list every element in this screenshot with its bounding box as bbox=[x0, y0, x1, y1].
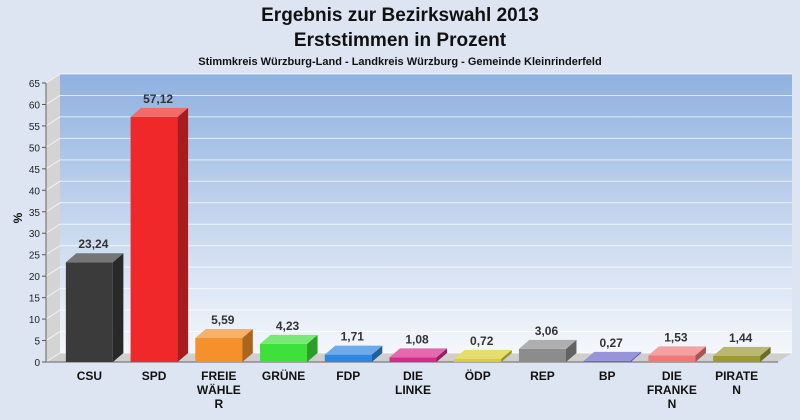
bar bbox=[195, 338, 243, 362]
gridline bbox=[45, 116, 792, 127]
gridline bbox=[45, 331, 792, 341]
y-tick-label: 40 bbox=[29, 186, 41, 197]
gridline bbox=[45, 73, 792, 84]
bar-top bbox=[518, 339, 577, 349]
bar-top bbox=[713, 346, 771, 356]
bar bbox=[65, 262, 113, 362]
data-label: 3,06 bbox=[535, 324, 559, 338]
bar-top bbox=[130, 107, 189, 117]
bar bbox=[260, 343, 308, 362]
data-label: 0,72 bbox=[470, 334, 494, 348]
gridline bbox=[45, 202, 792, 213]
y-tick-label: 45 bbox=[29, 165, 41, 176]
bar-top bbox=[583, 351, 642, 361]
gridline bbox=[45, 137, 792, 148]
bar-side bbox=[371, 345, 383, 362]
chart-title: Ergebnis zur Bezirkswahl 2013 bbox=[261, 5, 539, 26]
x-tick-label: WÄHLE bbox=[197, 382, 241, 397]
bar-top bbox=[648, 346, 706, 356]
x-tick-label: R bbox=[214, 397, 223, 411]
bar-side bbox=[177, 107, 189, 362]
side-wall bbox=[46, 74, 60, 362]
bar-top bbox=[454, 349, 512, 359]
bar bbox=[518, 348, 566, 362]
bar bbox=[389, 357, 437, 362]
bar-top bbox=[260, 334, 318, 344]
gridline bbox=[45, 309, 792, 320]
y-tick-label: 65 bbox=[29, 79, 41, 90]
gridline bbox=[45, 245, 792, 256]
gridline bbox=[45, 159, 792, 170]
y-tick-label: 0 bbox=[34, 358, 40, 369]
gridline bbox=[45, 288, 792, 299]
x-tick-label: BP bbox=[599, 369, 616, 383]
y-tick-label: 5 bbox=[34, 337, 40, 348]
x-tick-label: SPD bbox=[142, 369, 167, 383]
bar-side bbox=[112, 253, 124, 362]
bar-side bbox=[695, 346, 706, 362]
bar-top bbox=[389, 348, 447, 358]
bar-side bbox=[760, 346, 771, 362]
bar-top bbox=[195, 329, 253, 339]
bar-top bbox=[65, 253, 124, 263]
x-tick-label: PIRATE bbox=[715, 369, 758, 383]
chart-subtitle: Stimmkreis Würzburg-Land - Landkreis Wür… bbox=[198, 56, 601, 68]
x-tick-label: CSU bbox=[77, 369, 102, 383]
gridline bbox=[45, 223, 792, 234]
y-tick-label: 30 bbox=[29, 229, 41, 240]
x-tick-label: N bbox=[732, 383, 741, 397]
data-label: 1,53 bbox=[664, 330, 688, 344]
y-tick-label: 15 bbox=[29, 294, 41, 305]
bar bbox=[648, 355, 696, 362]
x-tick-label: DIE bbox=[403, 369, 423, 383]
x-tick-label: FRANKE bbox=[647, 383, 697, 397]
bar-side bbox=[436, 348, 447, 362]
y-tick-label: 55 bbox=[29, 122, 41, 133]
data-label: 4,23 bbox=[276, 319, 300, 333]
y-axis-label: % bbox=[11, 212, 25, 223]
bar bbox=[454, 358, 502, 362]
y-tick-label: 35 bbox=[29, 208, 41, 219]
bar-side bbox=[307, 334, 318, 362]
y-tick-label: 50 bbox=[29, 143, 41, 154]
bar-side bbox=[630, 351, 642, 362]
x-tick-label: FDP bbox=[336, 369, 360, 383]
chart-title-line2: Erststimmen in Prozent bbox=[294, 30, 507, 51]
x-tick-label: FREIE bbox=[201, 369, 236, 383]
x-tick-label: REP bbox=[530, 369, 555, 383]
gridline bbox=[45, 94, 792, 105]
bar-top bbox=[324, 345, 383, 355]
gridline bbox=[45, 180, 792, 191]
bar-side bbox=[242, 329, 253, 362]
data-label: 57,12 bbox=[143, 92, 173, 106]
data-label: 5,59 bbox=[211, 313, 235, 327]
data-label: 1,08 bbox=[405, 332, 429, 346]
x-tick-label: GRÜNE bbox=[262, 368, 305, 383]
bar-side bbox=[565, 339, 577, 362]
bar bbox=[583, 360, 631, 362]
plot-area: 0 5 10 15 20 25 30 35 40 45 50 55 60 65 23,24 CSU 57,12 S… bbox=[29, 73, 792, 411]
y-tick-label: 25 bbox=[29, 251, 41, 262]
bar-side bbox=[501, 349, 512, 362]
y-tick-label: 60 bbox=[29, 100, 41, 111]
y-tick-label: 10 bbox=[29, 315, 41, 326]
data-label: 1,71 bbox=[341, 330, 365, 344]
bar bbox=[324, 354, 372, 362]
x-tick-label: ÖDP bbox=[465, 368, 491, 383]
gridline bbox=[45, 266, 792, 277]
x-tick-label: LINKE bbox=[395, 383, 431, 397]
data-label: 23,24 bbox=[78, 237, 108, 251]
bar bbox=[130, 116, 178, 362]
data-label: 1,44 bbox=[729, 331, 753, 345]
x-tick-label: DIE bbox=[662, 369, 682, 383]
x-tick-label: N bbox=[668, 397, 677, 411]
y-tick-label: 20 bbox=[29, 272, 41, 283]
bar bbox=[713, 355, 761, 362]
data-label: 0,27 bbox=[600, 336, 624, 350]
